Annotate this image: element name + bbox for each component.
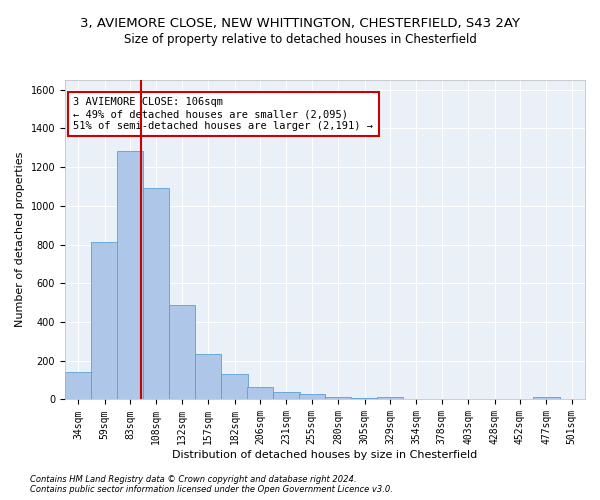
Bar bbox=[221, 374, 248, 400]
Bar bbox=[299, 394, 325, 400]
Text: Contains HM Land Registry data © Crown copyright and database right 2024.: Contains HM Land Registry data © Crown c… bbox=[30, 476, 356, 484]
Bar bbox=[247, 387, 273, 400]
Y-axis label: Number of detached properties: Number of detached properties bbox=[15, 152, 25, 328]
X-axis label: Distribution of detached houses by size in Chesterfield: Distribution of detached houses by size … bbox=[172, 450, 478, 460]
Bar bbox=[91, 242, 118, 400]
Bar bbox=[117, 150, 143, 400]
Bar bbox=[533, 397, 560, 400]
Text: 3, AVIEMORE CLOSE, NEW WHITTINGTON, CHESTERFIELD, S43 2AY: 3, AVIEMORE CLOSE, NEW WHITTINGTON, CHES… bbox=[80, 18, 520, 30]
Text: Size of property relative to detached houses in Chesterfield: Size of property relative to detached ho… bbox=[124, 32, 476, 46]
Bar bbox=[143, 188, 169, 400]
Bar bbox=[377, 397, 403, 400]
Bar bbox=[403, 398, 430, 400]
Bar bbox=[169, 304, 195, 400]
Bar bbox=[273, 392, 299, 400]
Bar bbox=[352, 398, 378, 400]
Bar bbox=[325, 396, 352, 400]
Bar bbox=[195, 354, 221, 400]
Text: Contains public sector information licensed under the Open Government Licence v3: Contains public sector information licen… bbox=[30, 486, 393, 494]
Bar bbox=[65, 372, 91, 400]
Bar bbox=[428, 399, 455, 400]
Text: 3 AVIEMORE CLOSE: 106sqm
← 49% of detached houses are smaller (2,095)
51% of sem: 3 AVIEMORE CLOSE: 106sqm ← 49% of detach… bbox=[73, 98, 373, 130]
